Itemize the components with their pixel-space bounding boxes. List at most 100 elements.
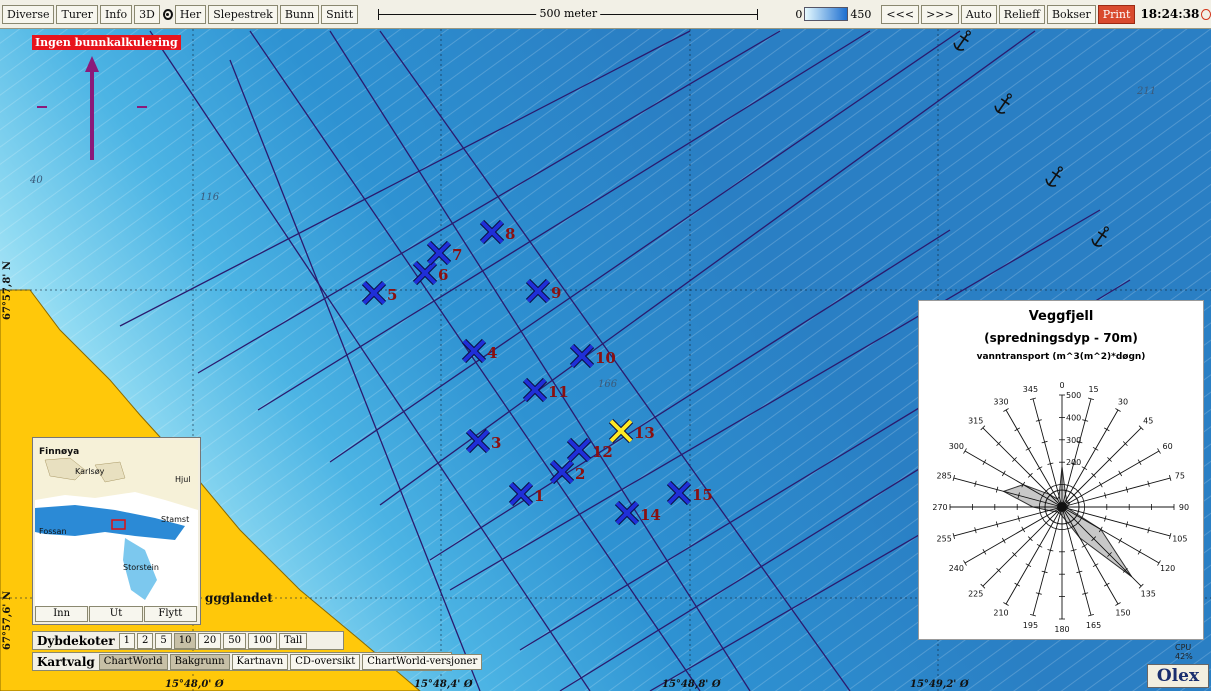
rose-radial-label: 300 [1066,436,1081,445]
anchors [953,30,1109,247]
cpu-status: CPU 42% [1175,643,1193,661]
rose-direction-label: 105 [1172,535,1187,544]
rose-direction-label: 255 [937,535,952,544]
rose-direction-label: 135 [1141,589,1156,598]
contour-5-button[interactable]: 5 [155,632,172,649]
station-marker[interactable]: 4 [461,338,497,364]
sun-icon [1201,8,1211,20]
next-button[interactable]: >>> [921,4,959,24]
background-button[interactable]: Bakgrunn [169,653,230,670]
diverse-button[interactable]: Diverse [2,4,55,24]
station-marker[interactable]: 14 [614,500,661,526]
station-label: 8 [505,225,515,243]
rose-direction-label: 315 [968,417,983,426]
depth-contour-panel: Dybdekoter 1 2 5 10 20 50 100 Tall [32,631,344,650]
depth-label: 166 [598,379,618,390]
overview-map-canvas[interactable]: Finnøya Karlsøy Hjul Stamst Fossan Stors… [35,440,198,606]
station-marker[interactable]: 5 [361,280,397,306]
3d-button[interactable]: 3D [134,4,160,24]
info-button[interactable]: Info [99,4,133,24]
chart-names-button[interactable]: Kartnavn [231,653,289,670]
station-marker[interactable]: 10 [569,343,616,369]
depth-label: 116 [200,192,220,203]
station-marker[interactable]: 3 [465,428,501,454]
overview-map[interactable]: Finnøya Karlsøy Hjul Stamst Fossan Stors… [32,437,201,625]
station-marker[interactable]: 15 [666,480,713,506]
station-marker[interactable]: 12 [566,437,613,463]
station-label: 15 [692,486,713,504]
station-marker[interactable]: 7 [426,240,462,266]
lat-label: 67°57,6' N [2,591,13,650]
station-marker[interactable]: 8 [479,219,515,245]
rose-direction-label: 180 [1054,625,1069,634]
depth-min: 0 [795,7,803,21]
inset-place: Hjul [175,475,191,484]
chartworld-button[interactable]: ChartWorld [98,653,168,670]
chart-select-panel: Kartvalg ChartWorld Bakgrunn Kartnavn CD… [32,652,483,671]
rose-title: Veggfjell [1028,309,1094,324]
station-label: 14 [640,506,661,524]
station-marker[interactable]: 11 [522,377,569,403]
station-label: 6 [438,266,448,284]
snitt-button[interactable]: Snitt [321,4,359,24]
station-label: 9 [551,284,561,302]
zoom-out-button[interactable]: Ut [89,606,143,622]
inset-place: Storstein [123,563,159,572]
contour-10-button[interactable]: 10 [173,632,197,649]
rose-direction-label: 45 [1143,417,1153,426]
relieff-button[interactable]: Relieff [998,4,1045,24]
rose-direction-label: 90 [1179,503,1189,512]
rose-direction-label: 195 [1023,621,1038,630]
rose-direction-label: 225 [968,589,983,598]
depth-gradient [804,7,849,21]
prev-button[interactable]: <<< [881,4,920,24]
rose-direction-label: 300 [949,442,964,451]
station-label: 11 [548,383,569,401]
olex-logo: Olex [1147,664,1209,688]
contour-50-button[interactable]: 50 [223,632,246,649]
rose-direction-label: 60 [1163,442,1173,451]
station-label: 13 [634,424,655,442]
station-marker[interactable]: 6 [412,260,448,286]
bokser-button[interactable]: Bokser [1046,4,1096,24]
station-label: 10 [595,349,616,367]
chartworld-versions-button[interactable]: ChartWorld-versjoner [362,653,483,670]
target-icon [162,8,173,20]
rose-direction-label: 285 [937,471,952,480]
rose-direction-label: 0 [1059,381,1064,390]
auto-button[interactable]: Auto [960,4,997,24]
depth-label: 211 [1136,86,1156,97]
rose-direction-label: 210 [993,609,1008,618]
rose-direction-label: 30 [1118,397,1128,406]
bunn-button[interactable]: Bunn [279,4,320,24]
inset-place: Karlsøy [75,467,105,476]
rose-direction-label: 75 [1175,471,1185,480]
station-marker[interactable]: 13 [608,418,655,444]
cd-overview-button[interactable]: CD-oversikt [290,653,361,670]
station-label: 12 [592,443,613,461]
move-button[interactable]: Flytt [143,606,197,622]
station-marker[interactable]: 9 [525,278,561,304]
station-label: 2 [575,465,585,483]
top-toolbar: Diverse Turer Info 3D Her Slepestrek Bun… [0,0,1211,29]
contour-100-button[interactable]: 100 [247,632,278,649]
contour-tall-button[interactable]: Tall [279,632,308,649]
station-marker[interactable]: 2 [549,459,585,485]
rose-unit: vanntransport (m^3(m^2)*døgn) [976,352,1146,362]
north-arrow [37,56,147,160]
contour-2-button[interactable]: 2 [137,632,154,649]
rose-direction-label: 165 [1086,621,1101,630]
her-button[interactable]: Her [174,4,207,24]
contour-20-button[interactable]: 20 [198,632,222,649]
station-label: 5 [387,286,397,304]
contour-1-button[interactable]: 1 [118,632,135,649]
slepestrek-button[interactable]: Slepestrek [208,4,278,24]
station-marker[interactable]: 1 [508,481,544,507]
depth-color-scale[interactable]: 0 450 [795,7,871,21]
zoom-in-button[interactable]: Inn [35,606,89,622]
rose-radial-label: 500 [1066,391,1081,400]
turer-button[interactable]: Turer [56,4,98,24]
print-button[interactable]: Print [1097,4,1136,24]
rose-direction-label: 270 [932,503,947,512]
